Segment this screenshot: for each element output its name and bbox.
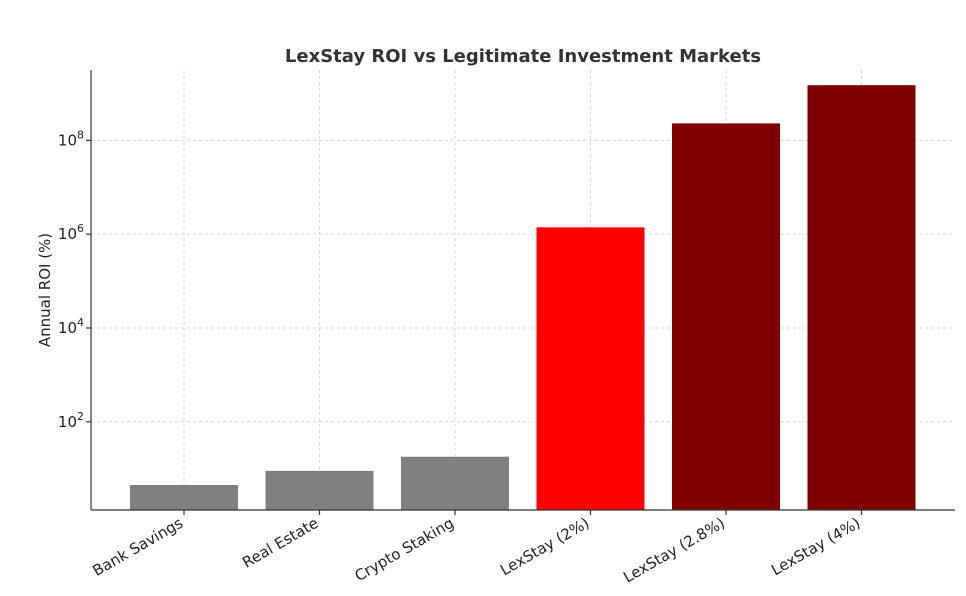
x-tick-label: LexStay (2.8%)	[620, 514, 728, 587]
x-tick-label: Crypto Staking	[352, 514, 457, 585]
x-tick-label: Real Estate	[239, 514, 321, 572]
bar	[807, 85, 916, 510]
bar	[130, 484, 238, 510]
x-ticks: Bank Savings Real Estate Crypto Staking Lex…	[89, 510, 864, 587]
y-tick-label: 108	[58, 128, 84, 149]
x-tick-label: LexStay (2%)	[497, 514, 592, 579]
y-tick-label: 106	[58, 222, 84, 243]
y-ticks: 102 104 106 108	[58, 128, 91, 431]
x-tick-label: LexStay (4%)	[768, 514, 863, 579]
bar	[536, 227, 645, 511]
y-tick-label: 102	[58, 410, 84, 431]
bar	[672, 123, 780, 510]
y-tick-label: 104	[58, 316, 84, 337]
bar	[401, 456, 509, 510]
bar	[265, 470, 374, 510]
x-tick-label: Bank Savings	[89, 514, 186, 580]
y-axis-label: Annual ROI (%)	[36, 233, 54, 347]
bars-layer	[130, 85, 916, 511]
chart-title: LexStay ROI vs Legitimate Investment Mar…	[285, 46, 761, 67]
